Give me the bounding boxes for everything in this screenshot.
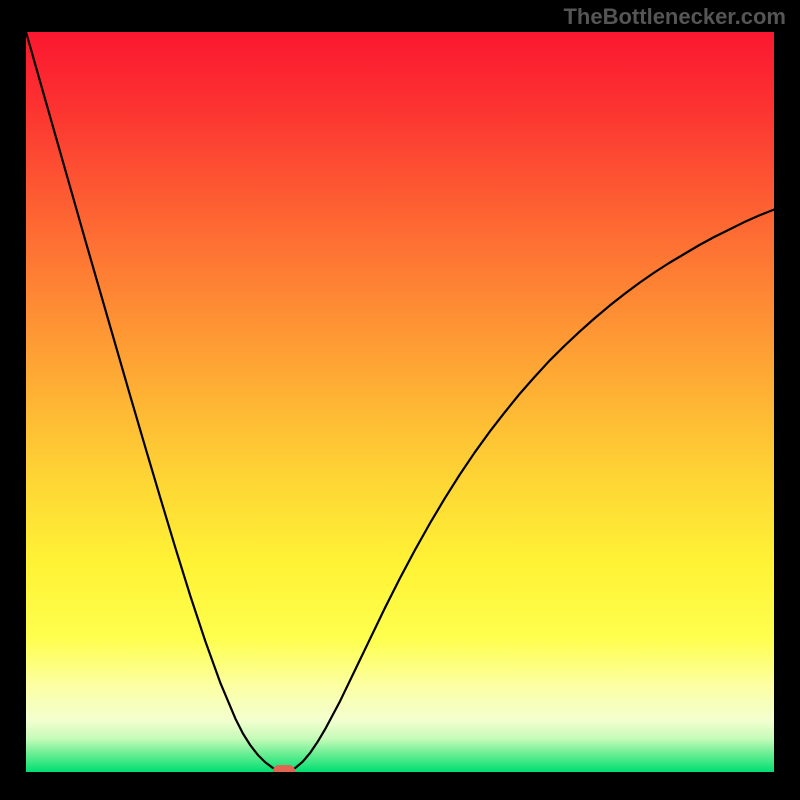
watermark-text: TheBottlenecker.com: [563, 4, 786, 30]
bottleneck-curve: [26, 32, 774, 772]
optimum-marker: [273, 765, 295, 772]
plot-area: [26, 32, 774, 772]
